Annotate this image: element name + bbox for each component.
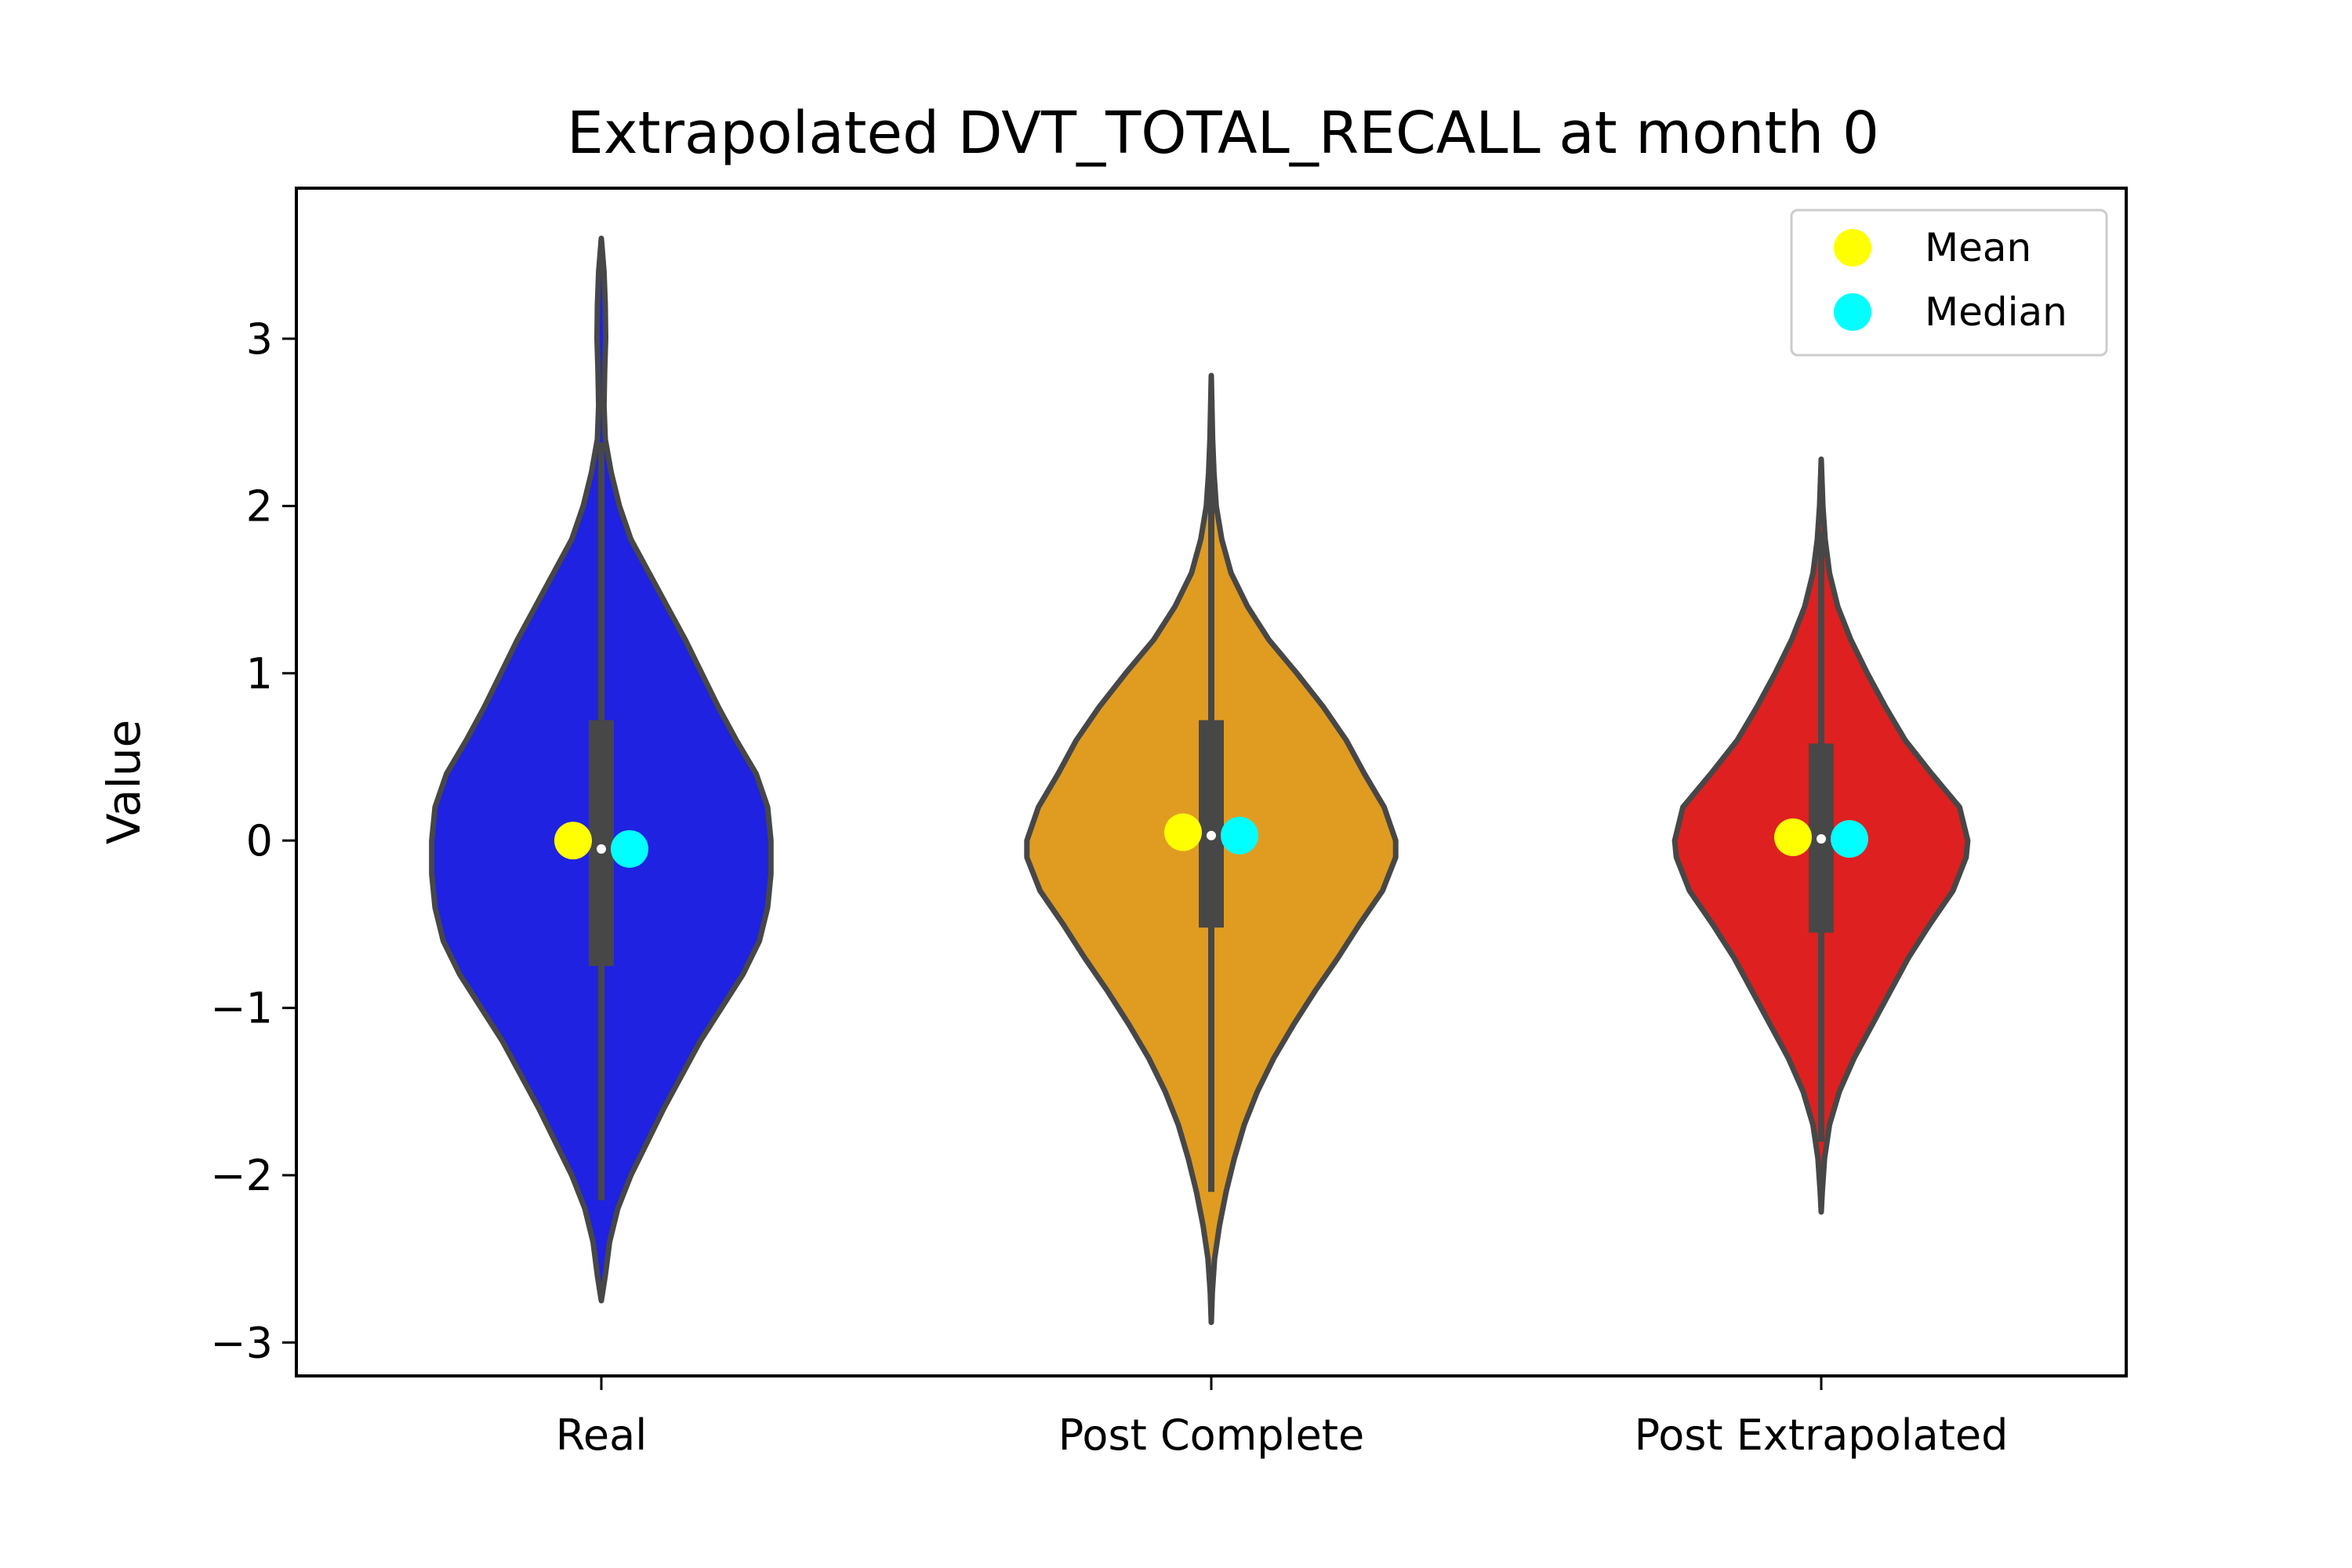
x-tick-label: Post Extrapolated <box>1635 1410 2009 1460</box>
y-axis: −3 −2 −1 0 1 2 3 <box>210 314 296 1367</box>
legend-label: Mean <box>1925 225 2031 270</box>
plot-area <box>429 235 1971 1326</box>
y-tick-label: −3 <box>210 1318 273 1367</box>
y-tick-label: 3 <box>246 314 273 364</box>
x-tick-label: Post Complete <box>1058 1410 1364 1460</box>
y-tick-label: 0 <box>246 816 273 866</box>
mean-point <box>1164 813 1202 851</box>
y-axis-label: Value <box>97 720 151 844</box>
median-point <box>1221 816 1258 855</box>
legend-label: Median <box>1925 289 2067 335</box>
y-tick-label: −1 <box>210 984 273 1033</box>
median-marker <box>1207 830 1216 840</box>
chart-title: Extrapolated DVT_TOTAL_RECALL at month 0 <box>567 100 1879 167</box>
legend-marker <box>1834 293 1871 331</box>
median-marker <box>1817 834 1826 844</box>
iqr-box <box>1199 720 1224 928</box>
x-axis: Real Post Complete Post Extrapolated <box>556 1376 2009 1460</box>
median-marker <box>597 844 606 854</box>
legend-marker <box>1834 229 1871 267</box>
iqr-box <box>589 720 614 967</box>
median-point <box>1831 820 1868 858</box>
x-tick-label: Real <box>556 1410 647 1460</box>
mean-point <box>554 822 592 860</box>
median-point <box>611 829 648 868</box>
y-tick-label: −2 <box>210 1151 273 1200</box>
y-tick-label: 1 <box>246 649 273 699</box>
mean-point <box>1774 818 1812 856</box>
y-tick-label: 2 <box>246 481 273 531</box>
legend: Mean Median <box>1790 209 2108 357</box>
